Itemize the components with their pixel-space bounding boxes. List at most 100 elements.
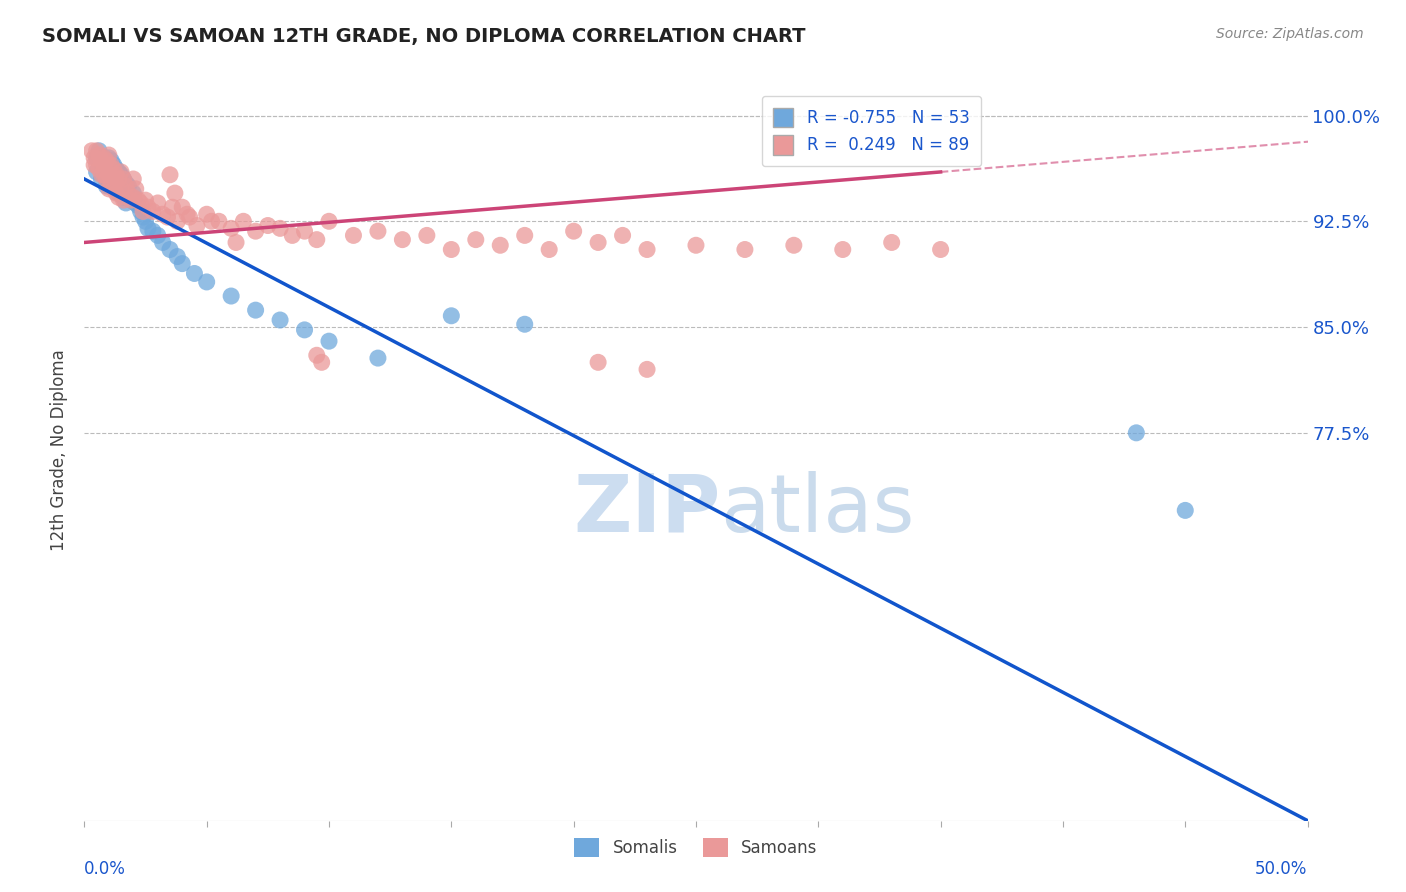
Point [125,182,148,196]
Point [136,200,159,214]
Point [122,190,145,204]
Point [208,214,231,228]
Point [96,158,118,172]
Point [93,158,115,172]
Point [97,182,120,196]
Point [179,210,201,224]
Point [225,235,247,250]
Point [132,204,155,219]
Point [90,153,112,168]
Point [440,309,463,323]
Point [97,168,120,182]
Point [612,228,634,243]
Point [90,158,112,172]
Point [152,235,174,250]
Point [110,187,132,202]
Point [163,186,186,200]
Point [93,168,115,182]
Point [166,214,188,228]
Point [122,186,145,200]
Point [87,162,110,177]
Point [107,190,129,204]
Point [105,168,128,182]
Point [120,193,142,207]
Point [586,235,609,250]
Point [105,162,128,177]
Text: SOMALI VS SAMOAN 12TH GRADE, NO DIPLOMA CORRELATION CHART: SOMALI VS SAMOAN 12TH GRADE, NO DIPLOMA … [42,27,806,45]
Point [96,172,118,186]
Point [86,165,108,179]
Point [110,168,132,182]
Point [97,179,120,194]
Point [200,214,222,228]
Point [513,318,536,332]
Point [93,151,115,165]
Point [107,165,129,179]
Point [115,196,138,211]
Point [103,158,125,172]
Point [135,193,157,207]
Point [142,224,165,238]
Point [97,165,120,179]
Point [115,179,138,194]
Point [176,207,198,221]
Point [132,210,155,224]
Point [120,193,142,207]
Point [146,228,169,243]
Point [129,196,152,211]
Point [86,144,108,158]
Point [159,168,181,182]
Point [90,172,112,186]
Point [122,172,145,186]
Point [245,224,267,238]
Text: 0.0%: 0.0% [84,860,127,878]
Point [783,238,806,252]
Point [416,228,439,243]
Point [186,219,208,233]
Point [318,214,340,228]
Point [112,193,135,207]
Text: atlas: atlas [720,471,915,549]
Point [183,267,205,281]
Point [112,172,135,186]
Point [636,243,658,257]
Point [734,243,756,257]
Point [305,348,328,362]
Point [100,158,122,172]
Point [586,355,609,369]
Point [93,165,115,179]
Point [195,275,218,289]
Point [93,151,115,165]
Point [86,151,108,165]
Point [110,182,132,196]
Point [87,144,110,158]
Point [83,158,105,172]
Point [110,165,132,179]
Text: 50.0%: 50.0% [1256,860,1308,878]
Point [146,196,169,211]
Point [685,238,707,252]
Point [195,207,218,221]
Point [513,228,536,243]
Point [269,221,291,235]
Point [117,186,139,200]
Point [129,204,152,219]
Point [880,235,903,250]
Point [294,224,316,238]
Point [103,182,125,196]
Point [112,172,135,186]
Point [97,158,120,172]
Point [391,233,413,247]
Point [159,243,181,257]
Text: ZIP: ZIP [574,471,720,549]
Point [136,221,159,235]
Point [311,355,333,369]
Text: Source: ZipAtlas.com: Source: ZipAtlas.com [1216,27,1364,41]
Point [257,219,280,233]
Point [115,176,138,190]
Point [83,151,105,165]
Point [100,172,122,186]
Point [112,190,135,204]
Point [97,148,120,162]
Point [562,224,585,238]
